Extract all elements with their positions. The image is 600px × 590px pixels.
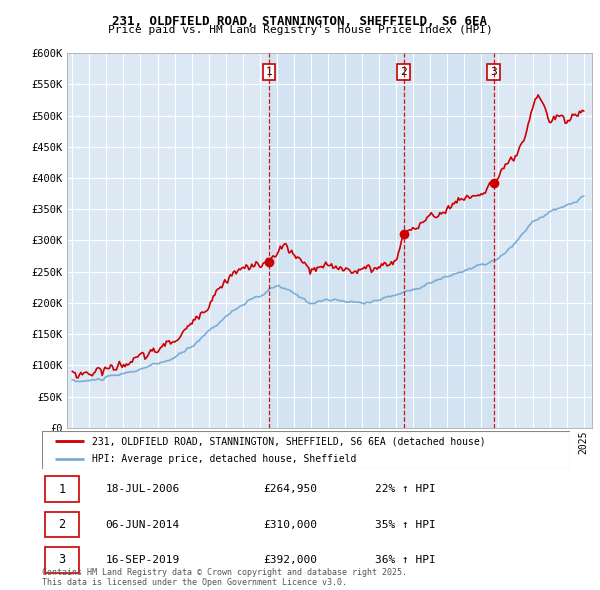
Text: £264,950: £264,950 bbox=[264, 484, 318, 494]
Text: 36% ↑ HPI: 36% ↑ HPI bbox=[374, 555, 436, 565]
Text: 16-SEP-2019: 16-SEP-2019 bbox=[106, 555, 179, 565]
Text: £392,000: £392,000 bbox=[264, 555, 318, 565]
Text: Price paid vs. HM Land Registry's House Price Index (HPI): Price paid vs. HM Land Registry's House … bbox=[107, 25, 493, 35]
Text: 06-JUN-2014: 06-JUN-2014 bbox=[106, 520, 179, 529]
Bar bbox=[44, 476, 79, 502]
Text: 231, OLDFIELD ROAD, STANNINGTON, SHEFFIELD, S6 6EA (detached house): 231, OLDFIELD ROAD, STANNINGTON, SHEFFIE… bbox=[92, 436, 486, 446]
Text: 22% ↑ HPI: 22% ↑ HPI bbox=[374, 484, 436, 494]
Text: 2: 2 bbox=[400, 67, 407, 77]
Text: 2: 2 bbox=[58, 518, 65, 531]
Text: HPI: Average price, detached house, Sheffield: HPI: Average price, detached house, Shef… bbox=[92, 454, 356, 464]
Bar bbox=[44, 547, 79, 573]
Text: 1: 1 bbox=[266, 67, 272, 77]
Bar bbox=[269, 53, 404, 428]
Text: Contains HM Land Registry data © Crown copyright and database right 2025.
This d: Contains HM Land Registry data © Crown c… bbox=[42, 568, 407, 587]
Text: 231, OLDFIELD ROAD, STANNINGTON, SHEFFIELD, S6 6EA: 231, OLDFIELD ROAD, STANNINGTON, SHEFFIE… bbox=[113, 15, 487, 28]
Bar bbox=[404, 53, 494, 428]
Text: 3: 3 bbox=[58, 553, 65, 566]
Text: £310,000: £310,000 bbox=[264, 520, 318, 529]
Text: 3: 3 bbox=[490, 67, 497, 77]
Text: 18-JUL-2006: 18-JUL-2006 bbox=[106, 484, 179, 494]
Text: 1: 1 bbox=[58, 483, 65, 496]
Text: 35% ↑ HPI: 35% ↑ HPI bbox=[374, 520, 436, 529]
Bar bbox=[44, 512, 79, 537]
